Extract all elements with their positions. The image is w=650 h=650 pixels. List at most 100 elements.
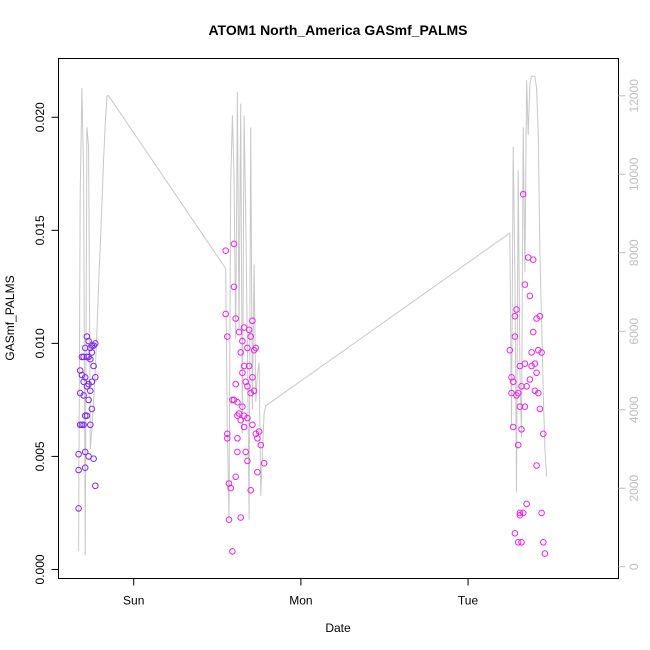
data-point bbox=[244, 457, 251, 465]
x-tick-label: Tue bbox=[458, 594, 479, 608]
chart-title: ATOM1 North_America GASmf_PALMS bbox=[208, 22, 467, 38]
data-point bbox=[247, 487, 254, 494]
data-point bbox=[90, 455, 97, 463]
data-point bbox=[519, 509, 527, 517]
data-point bbox=[83, 333, 91, 340]
data-point bbox=[239, 337, 246, 345]
data-point bbox=[531, 360, 539, 368]
data-point bbox=[83, 412, 91, 420]
data-point bbox=[535, 346, 542, 354]
x-tick-label: Sun bbox=[123, 594, 144, 608]
data-point bbox=[511, 530, 519, 537]
y2-tick-label: 8000 bbox=[627, 239, 641, 266]
data-point bbox=[247, 333, 254, 340]
data-point bbox=[85, 396, 92, 404]
y-tick-label: 0.010 bbox=[33, 328, 47, 358]
data-point bbox=[254, 435, 261, 442]
data-point bbox=[536, 312, 544, 320]
y-tick-label: 0.005 bbox=[33, 441, 47, 471]
data-point bbox=[249, 317, 256, 325]
data-point bbox=[526, 376, 534, 383]
series-line bbox=[78, 75, 548, 556]
data-point bbox=[538, 509, 545, 517]
data-point bbox=[538, 349, 545, 356]
data-point bbox=[514, 539, 522, 546]
data-point bbox=[225, 516, 233, 524]
y-axis-label: GASmf_PALMS bbox=[3, 275, 17, 360]
x-axis-label: Date bbox=[325, 621, 351, 635]
data-point bbox=[237, 349, 244, 356]
data-point bbox=[81, 374, 89, 381]
y2-tick-label: 4000 bbox=[627, 396, 641, 423]
y2-tick-label: 12000 bbox=[627, 79, 641, 113]
data-point bbox=[224, 333, 231, 340]
data-point bbox=[533, 462, 540, 469]
data-point bbox=[80, 353, 87, 361]
data-point bbox=[232, 473, 239, 481]
data-point bbox=[234, 398, 241, 406]
y2-tick-label: 10000 bbox=[627, 157, 641, 191]
data-point bbox=[249, 374, 256, 381]
y2-tick-label: 6000 bbox=[627, 318, 641, 345]
data-point bbox=[87, 355, 94, 363]
data-point bbox=[240, 362, 248, 370]
data-point bbox=[85, 337, 92, 345]
y-axis-right: 0 2000 4000 6000 8000 10000 12000 bbox=[618, 79, 641, 570]
points-series bbox=[75, 190, 549, 557]
data-point bbox=[518, 383, 525, 390]
data-point bbox=[526, 292, 534, 300]
data-point bbox=[90, 362, 97, 370]
data-point bbox=[230, 283, 238, 291]
y2-tick-label: 2000 bbox=[627, 475, 641, 502]
data-point bbox=[229, 548, 236, 555]
y-tick-label: 0.000 bbox=[33, 554, 47, 584]
right-axis-series bbox=[78, 75, 548, 556]
data-point bbox=[239, 403, 246, 411]
data-point bbox=[244, 414, 251, 422]
data-point bbox=[232, 380, 239, 388]
x-tick-label: Mon bbox=[289, 594, 312, 608]
data-point bbox=[81, 448, 89, 456]
data-point bbox=[541, 550, 549, 557]
data-point bbox=[509, 378, 517, 386]
data-point bbox=[92, 482, 99, 490]
data-point bbox=[260, 459, 268, 467]
y-tick-label: 0.020 bbox=[33, 102, 47, 132]
data-point bbox=[521, 403, 529, 411]
data-point bbox=[234, 435, 241, 442]
data-point bbox=[513, 306, 520, 313]
data-point bbox=[523, 383, 530, 390]
data-point bbox=[242, 378, 249, 386]
data-point bbox=[514, 389, 522, 397]
data-point bbox=[533, 369, 540, 377]
data-point bbox=[75, 450, 82, 458]
data-point bbox=[81, 464, 89, 472]
data-point bbox=[244, 344, 251, 352]
data-point bbox=[540, 539, 547, 546]
data-point bbox=[254, 468, 261, 476]
data-point bbox=[506, 346, 514, 354]
data-point bbox=[237, 416, 244, 424]
data-point bbox=[511, 333, 519, 340]
data-point bbox=[224, 430, 231, 438]
data-point bbox=[222, 310, 229, 318]
data-point bbox=[514, 441, 522, 449]
data-point bbox=[239, 369, 246, 377]
data-point bbox=[245, 362, 253, 370]
data-point bbox=[244, 383, 251, 390]
data-point bbox=[245, 326, 253, 334]
data-point bbox=[240, 423, 248, 431]
data-point bbox=[75, 505, 82, 512]
data-point bbox=[237, 514, 244, 521]
data-point bbox=[516, 509, 524, 517]
data-point bbox=[80, 392, 87, 399]
data-point bbox=[230, 240, 238, 248]
data-point bbox=[92, 374, 99, 381]
data-point bbox=[80, 421, 87, 429]
data-point bbox=[250, 387, 258, 395]
data-point bbox=[508, 374, 515, 381]
data-point bbox=[252, 344, 260, 352]
data-point bbox=[75, 466, 82, 474]
data-point bbox=[255, 428, 263, 435]
